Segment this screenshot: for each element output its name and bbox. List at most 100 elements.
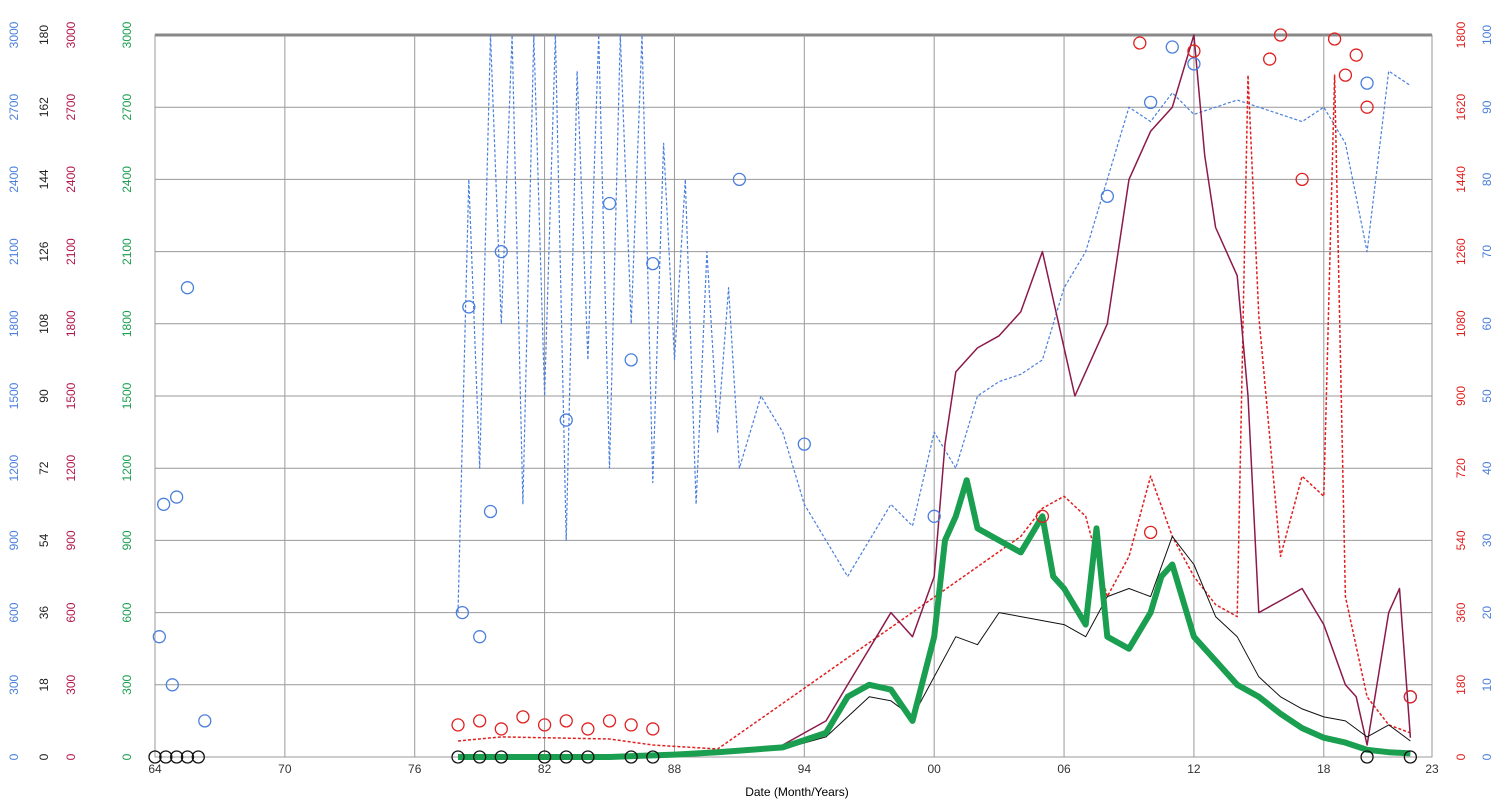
y-tick-label: 20 xyxy=(1480,606,1494,620)
data-point xyxy=(473,750,487,764)
data-point xyxy=(581,722,595,736)
data-point xyxy=(494,750,508,764)
y-tick-label: 18 xyxy=(37,678,51,692)
x-tick-label: 88 xyxy=(668,762,682,776)
x-tick-label: 76 xyxy=(408,762,422,776)
x-tick-label: 64 xyxy=(148,762,162,776)
data-point xyxy=(1263,52,1277,66)
y-tick-label: 30 xyxy=(1480,533,1494,547)
y-tick-label: 3000 xyxy=(120,21,134,48)
y-tick-label: 0 xyxy=(37,753,51,760)
data-point xyxy=(152,630,166,644)
y-tick-label: 90 xyxy=(1480,100,1494,114)
data-point xyxy=(797,437,811,451)
y-tick-label: 3000 xyxy=(7,21,21,48)
data-point xyxy=(624,353,638,367)
y-tick-label: 900 xyxy=(64,530,78,550)
y-tick-label: 1500 xyxy=(7,382,21,409)
y-tick-label: 1200 xyxy=(120,455,134,482)
y-tick-label: 3000 xyxy=(64,21,78,48)
data-point xyxy=(169,490,184,504)
data-point xyxy=(157,497,171,511)
data-point xyxy=(602,196,617,211)
y-tick-label: 2700 xyxy=(120,94,134,121)
data-point xyxy=(451,718,465,732)
data-point xyxy=(462,300,476,314)
data-point xyxy=(494,244,508,259)
data-point xyxy=(1143,95,1158,110)
series-line xyxy=(457,74,1411,750)
y-tick-label: 36 xyxy=(37,606,51,620)
x-tick-label: 70 xyxy=(278,762,292,776)
data-point xyxy=(559,714,573,728)
data-point xyxy=(451,750,465,764)
x-tick-label: 12 xyxy=(1187,762,1201,776)
x-tick-label: 00 xyxy=(928,762,942,776)
y-tick-label: 300 xyxy=(7,674,21,694)
y-tick-label: 900 xyxy=(120,530,134,550)
data-point xyxy=(1403,690,1418,704)
data-point xyxy=(927,509,941,523)
y-tick-label: 1500 xyxy=(120,382,134,409)
y-tick-label: 300 xyxy=(120,674,134,694)
data-point xyxy=(1349,48,1363,62)
data-point xyxy=(180,281,195,295)
y-tick-label: 1200 xyxy=(64,455,78,482)
data-point xyxy=(581,750,595,764)
y-tick-label: 2100 xyxy=(7,238,21,265)
y-tick-label: 1800 xyxy=(1454,21,1468,48)
y-tick-label: 1080 xyxy=(1454,310,1468,337)
data-point xyxy=(1187,44,1201,58)
data-point xyxy=(1143,525,1158,540)
y-tick-label: 300 xyxy=(64,674,78,694)
y-tick-label: 10 xyxy=(1480,678,1494,692)
y-tick-label: 0 xyxy=(120,753,134,760)
data-point xyxy=(455,605,469,620)
y-tick-label: 1800 xyxy=(7,310,21,337)
data-point xyxy=(1165,40,1179,54)
data-point xyxy=(473,714,487,728)
data-point xyxy=(559,750,573,764)
y-tick-label: 2100 xyxy=(64,238,78,265)
y-tick-label: 2700 xyxy=(7,94,21,121)
y-tick-label: 600 xyxy=(64,602,78,622)
x-tick-label: 23 xyxy=(1425,762,1439,776)
y-tick-label: 600 xyxy=(120,602,134,622)
y-tick-label: 1800 xyxy=(64,310,78,337)
data-point xyxy=(732,172,747,187)
data-point xyxy=(1273,28,1288,42)
series-line xyxy=(458,477,1411,760)
data-point xyxy=(169,750,184,764)
data-point xyxy=(646,722,660,736)
y-tick-label: 72 xyxy=(37,461,51,475)
y-tick-label: 1620 xyxy=(1454,94,1468,121)
data-point xyxy=(537,718,552,732)
data-point xyxy=(1133,36,1147,50)
data-point xyxy=(624,750,638,764)
y-tick-label: 720 xyxy=(1454,458,1468,478)
y-tick-label: 0 xyxy=(1480,753,1494,760)
y-tick-label: 2100 xyxy=(120,238,134,265)
y-tick-label: 1500 xyxy=(64,382,78,409)
y-tick-label: 1200 xyxy=(7,455,21,482)
y-tick-label: 80 xyxy=(1480,172,1494,186)
x-axis-label: Date (Month/Years) xyxy=(745,785,849,799)
y-tick-label: 1800 xyxy=(120,310,134,337)
series-line xyxy=(782,34,1412,746)
data-point xyxy=(148,750,162,764)
data-point xyxy=(1295,172,1309,187)
y-tick-label: 70 xyxy=(1480,245,1494,259)
data-point xyxy=(180,750,195,764)
x-tick-label: 82 xyxy=(538,762,552,776)
x-tick-label: 06 xyxy=(1057,762,1071,776)
data-point xyxy=(516,710,530,724)
data-point xyxy=(1360,76,1374,90)
data-point xyxy=(1187,57,1201,71)
y-tick-label: 2700 xyxy=(64,94,78,121)
data-point xyxy=(624,718,638,732)
y-tick-label: 360 xyxy=(1454,602,1468,622)
y-tick-label: 54 xyxy=(37,533,51,547)
y-tick-label: 2400 xyxy=(120,166,134,193)
y-tick-label: 60 xyxy=(1480,317,1494,331)
